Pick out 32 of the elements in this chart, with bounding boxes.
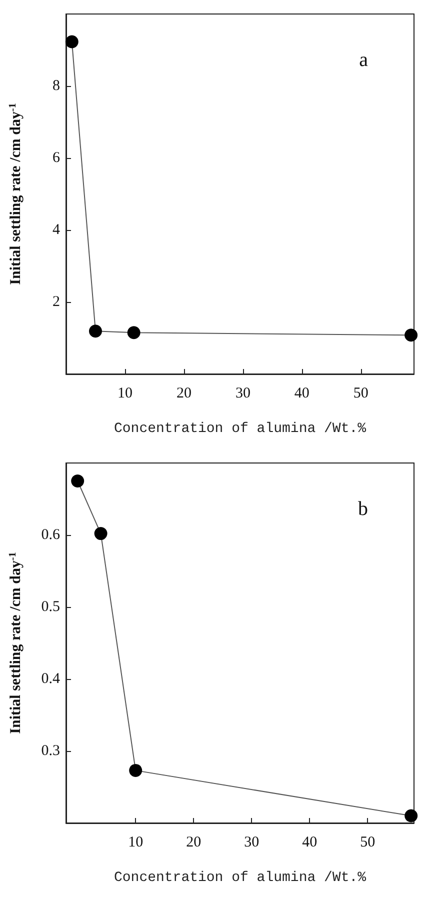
x-axis-title: Concentration of alumina /Wt.% — [114, 421, 367, 437]
x-tick-label: 50 — [353, 386, 368, 402]
y-tick-label: 0.6 — [41, 527, 60, 543]
point — [129, 764, 142, 777]
y-tick-label: 4 — [52, 222, 60, 238]
y-tick-label: 6 — [52, 150, 60, 166]
x-tick-label: 20 — [176, 386, 192, 402]
y-axis-title: Initial settling rate /cm day-1 — [8, 103, 24, 285]
y-tick-label: 8 — [52, 78, 60, 94]
x-tick-label: 40 — [302, 834, 318, 850]
x-axis-title: Concentration of alumina /Wt.% — [114, 870, 367, 886]
x-tick-label: 40 — [294, 386, 310, 402]
x-tick-label: 10 — [117, 386, 132, 402]
point — [404, 809, 418, 822]
point — [89, 324, 102, 338]
point — [94, 527, 108, 540]
point — [71, 474, 84, 488]
x-tick-label: 30 — [235, 386, 250, 402]
y-tick-label: 0.5 — [41, 599, 60, 615]
y-tick-label: 0.3 — [41, 743, 60, 759]
point — [65, 35, 78, 48]
x-tick-label: 30 — [244, 834, 260, 850]
x-tick-label: 50 — [360, 834, 376, 850]
y-tick-label: 2 — [52, 294, 60, 310]
point — [127, 326, 140, 340]
y-tick-label: 0.4 — [41, 671, 60, 687]
y-axis-title: Initial settling rate /cm day-1 — [8, 552, 24, 734]
annotation: a — [359, 49, 368, 71]
annotation: b — [358, 498, 368, 520]
x-tick-label: 10 — [128, 834, 144, 850]
point — [404, 328, 418, 342]
x-tick-label: 20 — [186, 834, 202, 850]
